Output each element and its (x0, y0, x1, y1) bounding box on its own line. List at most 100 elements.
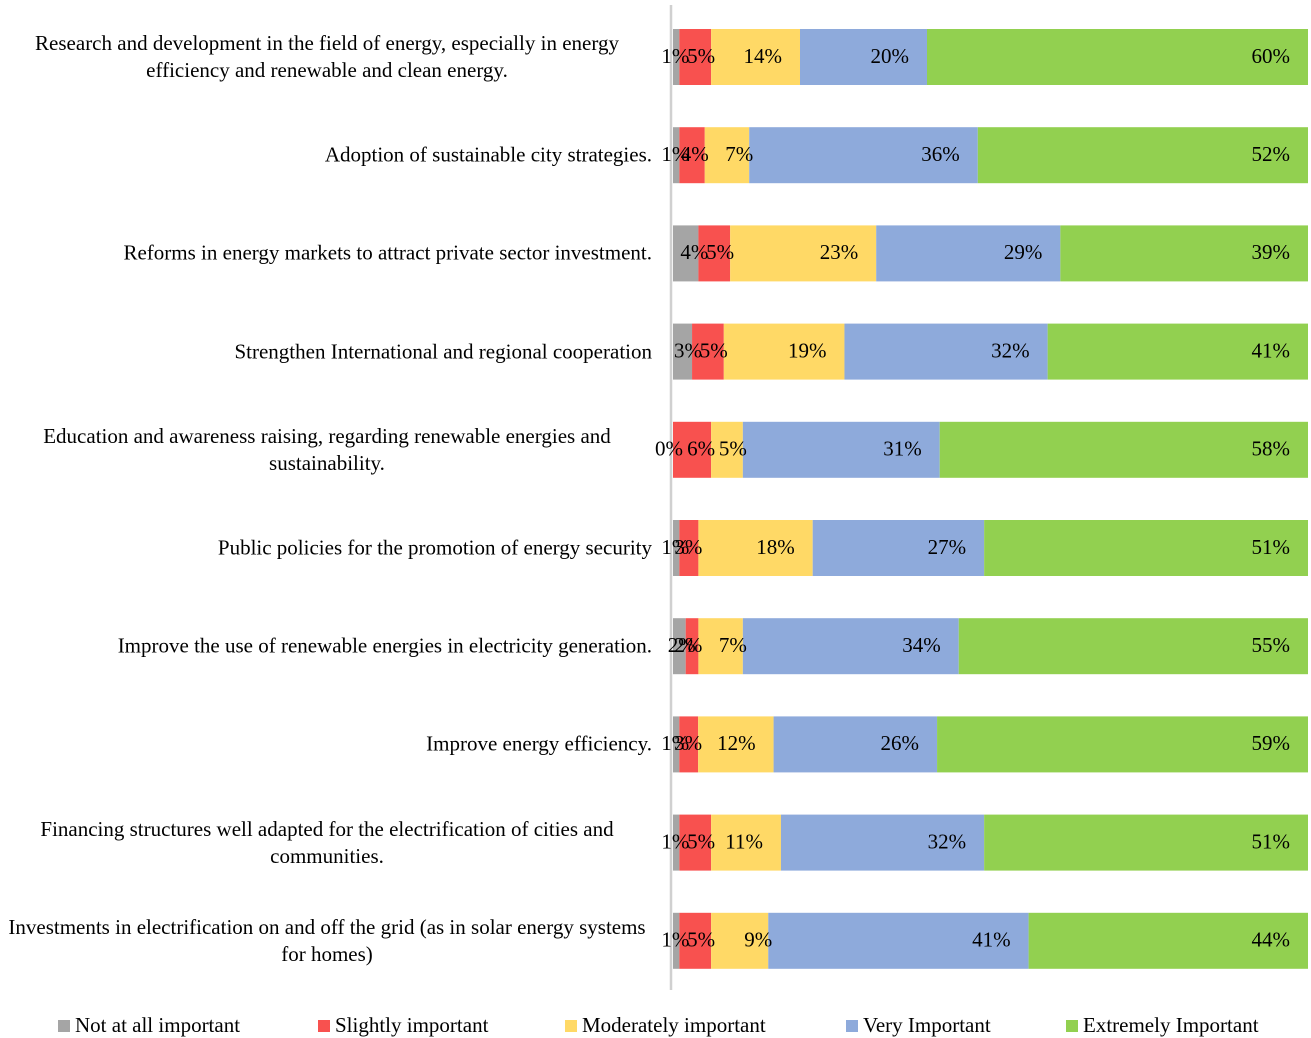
bar-segment (673, 225, 699, 282)
data-label: 32% (991, 338, 1030, 362)
data-label: 41% (972, 928, 1011, 952)
category-label: Reforms in energy markets to attract pri… (123, 240, 652, 265)
bar-segment (704, 127, 750, 184)
legend-swatch (58, 1020, 70, 1032)
bar-segment (1028, 912, 1308, 969)
bar-segment (939, 421, 1308, 478)
legend-swatch (318, 1020, 330, 1032)
bar-segment (698, 520, 813, 576)
bar-segment (742, 618, 959, 675)
data-label: 3% (674, 338, 702, 362)
bar-segment (673, 520, 680, 576)
bar-segment (679, 520, 699, 576)
data-label: 4% (680, 240, 708, 264)
bar-segment (711, 814, 781, 871)
data-label: 41% (1252, 338, 1291, 362)
legend-label: Extremely Important (1083, 1013, 1259, 1037)
data-label: 19% (788, 338, 827, 362)
data-label: 14% (744, 44, 783, 68)
legend-swatch (1066, 1020, 1078, 1032)
data-label: 4% (681, 142, 709, 166)
bar-segment (711, 912, 769, 969)
data-label: 11% (725, 829, 763, 853)
data-label: 60% (1252, 44, 1291, 68)
category-label: Public policies for the promotion of ene… (217, 535, 652, 560)
data-label: 52% (1252, 142, 1291, 166)
data-label: 7% (719, 633, 747, 657)
data-label: 6% (687, 437, 715, 461)
bar-segment (673, 127, 680, 184)
data-label: 1% (661, 535, 689, 559)
bar-segment (679, 912, 712, 969)
bar-segment (673, 912, 680, 969)
legend-label: Slightly important (335, 1013, 489, 1037)
bar-segment (977, 127, 1308, 184)
bar-segment (730, 225, 877, 282)
bar-segment (768, 912, 1029, 969)
bar-segment (698, 618, 743, 675)
legend-swatch (846, 1020, 858, 1032)
bar-segment (692, 323, 724, 380)
data-label: 29% (1004, 240, 1043, 264)
legend-label: Very Important (863, 1013, 991, 1037)
data-label: 26% (881, 731, 920, 755)
data-label: 51% (1252, 829, 1291, 853)
bar-segment (742, 421, 940, 478)
data-label: 9% (744, 928, 772, 952)
data-label: 5% (706, 240, 734, 264)
legend-label: Moderately important (582, 1013, 766, 1037)
data-label: 7% (725, 142, 753, 166)
category-label: Improve energy efficiency. (426, 731, 652, 756)
bar-segment (937, 716, 1308, 773)
data-label: 44% (1252, 928, 1291, 952)
data-label: 5% (687, 928, 715, 952)
bar-segment (673, 618, 686, 675)
bar-segment (984, 814, 1308, 871)
bar-segment (723, 323, 845, 380)
bar-segment (679, 127, 705, 184)
data-label: 36% (921, 142, 960, 166)
data-label: 39% (1252, 240, 1291, 264)
data-label: 5% (687, 829, 715, 853)
bar-segment (679, 814, 712, 871)
data-label: 3% (674, 535, 702, 559)
category-label: Research and development in the field of… (35, 31, 619, 82)
bar-segment (800, 29, 927, 85)
data-label: 1% (661, 731, 689, 755)
category-label: Financing structures well adapted for th… (40, 816, 614, 868)
category-label: Education and awareness raising, regardi… (43, 423, 611, 475)
bar-segment (958, 618, 1308, 675)
data-label: 2% (668, 633, 696, 657)
bar-segment (876, 225, 1061, 282)
bar-segment (698, 716, 774, 773)
data-label: 5% (687, 44, 715, 68)
data-label: 27% (928, 535, 967, 559)
data-label: 1% (661, 829, 689, 853)
data-label: 59% (1252, 731, 1291, 755)
data-label: 5% (700, 338, 728, 362)
bar-segment (927, 29, 1308, 85)
data-label: 2% (674, 633, 702, 657)
category-label: Improve the use of renewable energies in… (117, 633, 652, 658)
data-label: 1% (661, 142, 689, 166)
data-label: 31% (883, 437, 922, 461)
bar-segment (698, 225, 731, 282)
bar-segment (673, 421, 712, 478)
data-label: 1% (661, 928, 689, 952)
data-label: 3% (674, 731, 702, 755)
bar-segment (673, 323, 693, 380)
category-label: Adoption of sustainable city strategies. (324, 142, 652, 167)
bar-segment (844, 323, 1048, 380)
data-label: 1% (661, 44, 689, 68)
bar-segment (749, 127, 978, 184)
data-label: 55% (1252, 633, 1291, 657)
bar-segment (780, 814, 985, 871)
data-label: 23% (820, 240, 859, 264)
data-label: 51% (1252, 535, 1291, 559)
bar-segment (1047, 323, 1308, 380)
bar-segment (673, 716, 680, 773)
bar-segment (711, 421, 743, 478)
bar-segment (773, 716, 938, 773)
data-label: 18% (756, 535, 795, 559)
